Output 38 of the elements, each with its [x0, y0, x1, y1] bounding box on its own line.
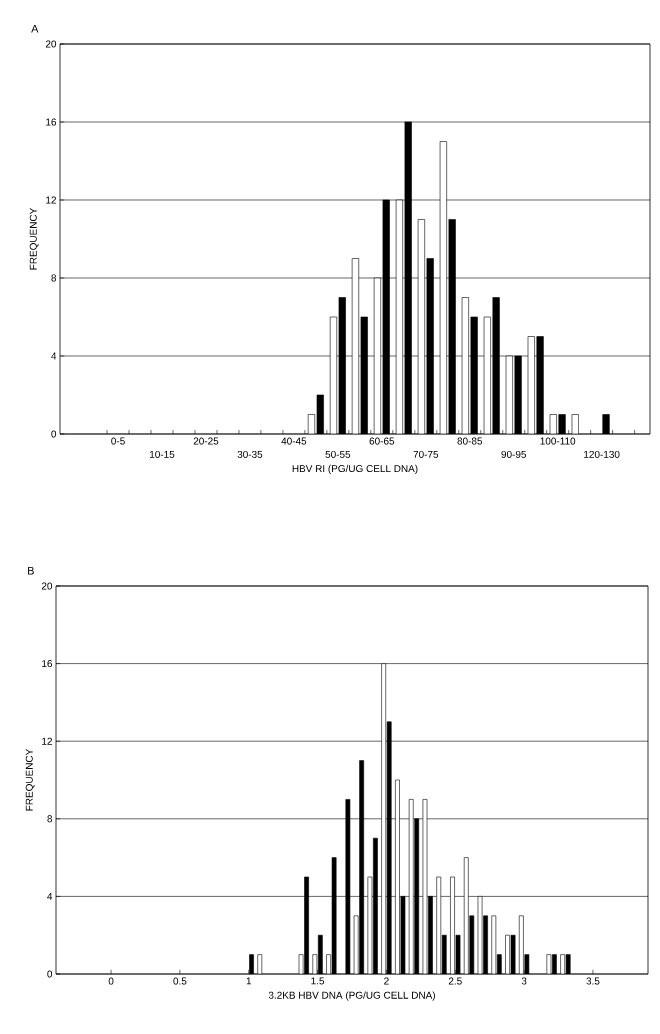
y-tick-label: 20 [41, 582, 53, 590]
y-tick-label: 4 [47, 892, 53, 900]
x-tick-label: 10-15 [150, 450, 175, 458]
x-tick-label: 3.5 [586, 977, 600, 985]
x-tick-label: 2.5 [448, 977, 462, 985]
x-tick-label: 3 [521, 977, 527, 985]
x-tick-label: 100-110 [540, 437, 576, 445]
chart-title: B [28, 566, 34, 575]
x-tick-label: 0 [108, 977, 114, 985]
x-tick-label: 90-95 [501, 450, 527, 458]
y-tick-label: 12 [46, 196, 56, 204]
x-tick-label: 80-85 [457, 437, 483, 445]
y-tick-label: 8 [51, 274, 57, 282]
chart-title: A [31, 24, 39, 33]
x-tick-label: 70-75 [413, 450, 439, 458]
x-tick-label: 40-45 [281, 437, 307, 445]
x-axis-title: HBV RI (PG/UG CELL DNA) [292, 464, 418, 475]
y-tick-label: 0 [47, 970, 53, 978]
x-tick-label: 50-55 [325, 450, 351, 458]
y-tick-label: 12 [42, 737, 52, 745]
y-tick-label: 16 [46, 118, 57, 126]
y-axis-title: FREQUENCY [29, 207, 39, 270]
x-tick-label: 20-25 [193, 437, 219, 445]
x-tick-label: 2 [384, 977, 389, 985]
y-tick-label: 20 [45, 40, 57, 48]
x-tick-label: 1.5 [311, 977, 325, 985]
x-tick-label: 30-35 [237, 450, 263, 458]
y-tick-label: 16 [42, 660, 53, 668]
y-axis-title: FREQUENCY [25, 748, 35, 811]
y-tick-label: 8 [47, 815, 53, 823]
y-tick-label: 0 [51, 430, 57, 438]
x-tick-label: 0-5 [111, 437, 125, 445]
x-tick-label: 60-65 [369, 437, 395, 445]
x-tick-label: 0.5 [173, 977, 187, 985]
y-tick-label: 4 [51, 352, 57, 360]
x-tick-label: 120-130 [584, 450, 620, 458]
x-tick-label: 1 [246, 977, 252, 985]
x-axis-title: 3.2KB HBV DNA (PG/UG CELL DNA) [268, 991, 435, 1001]
